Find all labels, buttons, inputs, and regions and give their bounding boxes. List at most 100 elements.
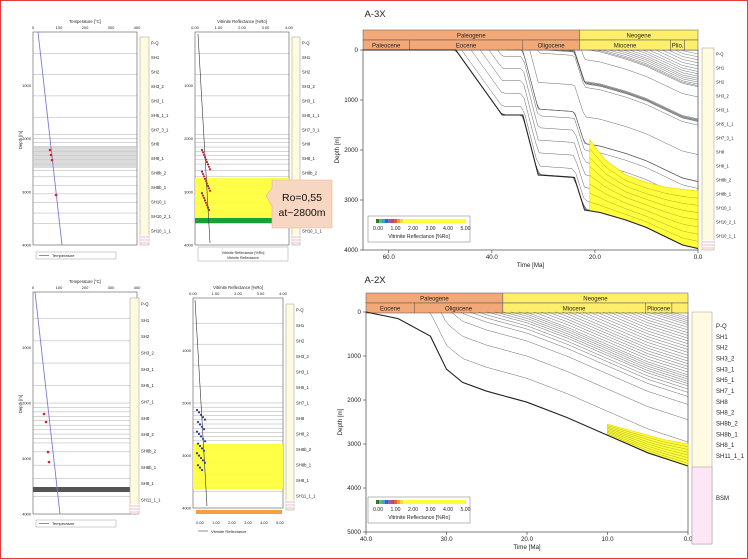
strip-pattern — [292, 238, 300, 239]
legend-tick: 1.00 — [390, 507, 400, 513]
horizon-line — [503, 311, 689, 382]
horizon-line — [575, 311, 689, 356]
horizon-line — [460, 311, 689, 397]
legend-swatch — [397, 219, 400, 223]
profile-top-tick: 200 — [82, 285, 89, 290]
zone-horizon — [589, 175, 699, 220]
profile-depth-tick: 2000 — [184, 136, 194, 141]
legend-swatch — [403, 219, 406, 223]
horizon-line — [555, 311, 689, 364]
zone-horizon — [607, 432, 689, 461]
profile-top-tick: 100 — [56, 25, 63, 30]
strip-label: SH10_2_1 — [151, 214, 171, 219]
strip-label: SH11_1_1 — [716, 454, 745, 460]
a3x-stratigraphy-strip-1 — [139, 36, 150, 246]
ro-point — [197, 432, 201, 436]
strip-box — [129, 297, 140, 515]
horizon-line — [671, 311, 689, 318]
legend-tick: 0.00 — [373, 507, 383, 513]
strip-label: BSM — [716, 496, 729, 502]
profile-depth-tick: 1000 — [22, 83, 32, 88]
profile-axis-label: Temperature [°C] — [69, 19, 101, 24]
horizon-line — [595, 49, 699, 86]
legend-swatch — [406, 500, 466, 504]
x-tick-label: 60.0 — [383, 254, 396, 261]
ro-point — [204, 158, 208, 161]
profile-top-tick: 200 — [82, 25, 89, 30]
profile-axis-label: Vitrinite Reflectance [%Ro] — [213, 285, 263, 290]
period-label: Paleogene — [420, 297, 449, 303]
ro-point — [201, 437, 205, 440]
strip-label: SH7_3_1 — [151, 127, 169, 132]
ro-point — [201, 194, 205, 197]
legend-tick: 2.00 — [408, 226, 418, 232]
horizon-line — [429, 311, 689, 443]
ro-point — [203, 199, 207, 202]
strip-label: SH8b_1 — [716, 432, 738, 438]
strip-label: SH3_1 — [151, 98, 164, 103]
ro-point — [199, 413, 203, 416]
horizon-line — [451, 311, 689, 405]
legend-swatch — [388, 500, 391, 504]
temperature-point — [54, 193, 58, 197]
strip-label: SH5_1_1 — [151, 113, 169, 118]
ro-point — [206, 163, 210, 166]
legend-tick: 5.00 — [460, 226, 470, 232]
legend-swatch — [391, 219, 394, 223]
plot-area — [365, 311, 689, 533]
ro-point — [202, 153, 206, 156]
title-a3x: A-3X — [364, 9, 386, 20]
ro-point — [205, 204, 209, 207]
ro-point — [200, 425, 204, 428]
horizon-line — [540, 311, 689, 370]
horizon-line — [596, 311, 689, 347]
strip-label: SH8_1 — [716, 164, 729, 169]
strip-label: SH8 — [296, 416, 305, 421]
horizon-line — [511, 311, 689, 380]
temperature-point — [50, 158, 54, 162]
strip-label: SH7_1 — [716, 389, 735, 395]
y-tick-label: 4000 — [344, 247, 358, 254]
epoch-label: Pliocene — [647, 307, 671, 313]
strip-label: SH8_1 — [302, 156, 315, 161]
y-tick-label: 0 — [358, 309, 362, 316]
profile-top-tick: 400 — [134, 285, 141, 290]
strip-pattern — [286, 504, 294, 506]
y-tick-label: 3000 — [344, 197, 358, 204]
ro-point — [197, 411, 201, 414]
x-tick-label: 40.0 — [360, 536, 373, 543]
ro-trend-line — [194, 299, 208, 507]
basement-band — [33, 487, 137, 492]
strip-label: SH1 — [296, 323, 305, 328]
x-tick-label: 40.0 — [486, 254, 499, 261]
horizon-line — [581, 49, 699, 98]
strip-label: SH2 — [296, 339, 305, 344]
profile-depth-tick: 4000 — [184, 243, 194, 248]
strip-label: SH3_2 — [151, 84, 164, 89]
horizon-line — [545, 49, 699, 122]
ro-legend-label: Vitrinite Reflectance — [211, 529, 247, 534]
zone-horizon — [589, 192, 699, 235]
strip-box — [285, 303, 295, 511]
strip-label: SH1 — [716, 335, 728, 341]
profile-depth-tick: 3000 — [22, 189, 32, 194]
strip-label: SH3_2 — [296, 354, 309, 359]
strip-pattern — [140, 236, 149, 238]
profile-axis-label: Vitrinite Reflectance [%Ro] — [217, 19, 267, 24]
strip-pattern — [286, 507, 294, 509]
zone-horizon — [607, 429, 689, 456]
horizon-line — [602, 311, 689, 344]
profile-top-tick: 4.00 — [285, 25, 294, 30]
zone-horizon — [589, 201, 699, 242]
horizon-line — [641, 311, 689, 328]
horizon-line — [674, 49, 699, 58]
legend-label: Vitrinite Reflectance [%Ro] — [388, 234, 450, 240]
strip-label: SH8_1 — [716, 443, 735, 449]
horizon-line — [681, 49, 699, 55]
horizon-line — [521, 49, 699, 182]
a3x-stratigraphy-strip-2 — [291, 36, 301, 246]
horizon-line — [562, 311, 689, 362]
strip-label: SH8_2 — [716, 411, 735, 417]
ro-point — [195, 452, 199, 455]
profile-top-tick: 400 — [134, 25, 141, 30]
